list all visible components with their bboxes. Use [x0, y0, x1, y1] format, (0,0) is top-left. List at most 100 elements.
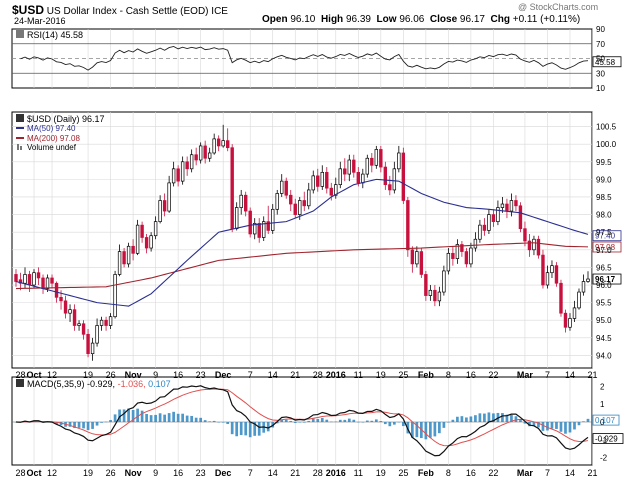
price-tick-label: 96.5	[596, 263, 612, 272]
candle-body	[45, 277, 50, 289]
candle-body	[388, 184, 392, 191]
x-label-macd: 23	[196, 468, 206, 478]
candle-body	[144, 237, 149, 249]
macd-histogram-bar	[307, 420, 311, 422]
macd-histogram-bar	[334, 421, 338, 423]
candle-body	[50, 277, 54, 284]
candle-body	[316, 175, 320, 187]
macd-histogram-bar	[577, 422, 581, 426]
candle-body	[433, 289, 437, 302]
candle-body	[298, 200, 302, 215]
macd-histogram-bar	[370, 420, 374, 422]
macd-histogram-bar	[338, 419, 342, 422]
macd-value-box	[592, 433, 624, 444]
candle-body	[225, 140, 230, 149]
macd-histogram-bar	[284, 419, 288, 422]
macd-histogram-bar	[154, 414, 157, 422]
candle-body	[95, 325, 99, 344]
x-label-price: 14	[268, 370, 278, 380]
macd-histogram-bar	[149, 415, 153, 422]
price-legend-main: $USD (Daily) 96.17	[27, 114, 105, 124]
candle-body	[554, 265, 559, 284]
macd-histogram-bar	[172, 411, 175, 422]
candle-body	[243, 194, 248, 212]
macd-histogram-bar	[483, 413, 486, 422]
x-label-macd: 7	[545, 468, 550, 478]
x-label-macd: 16	[173, 468, 183, 478]
macd-histogram-bar	[113, 414, 117, 422]
x-label-price: 7	[545, 370, 550, 380]
macd-histogram-bar	[136, 408, 139, 422]
macd-histogram-bar	[190, 415, 194, 422]
macd-histogram-bar	[253, 422, 257, 436]
x-label-macd: Nov	[125, 468, 142, 478]
x-label-macd: 16	[466, 468, 476, 478]
macd-histogram-bar	[320, 417, 324, 422]
candle-body	[559, 282, 563, 314]
rsi-tick-label: 70	[596, 40, 605, 49]
x-label-macd: 19	[83, 468, 93, 478]
macd-histogram-bar	[257, 422, 261, 436]
candle-body	[158, 200, 162, 222]
macd-histogram-bar	[501, 413, 504, 422]
candle-body	[253, 223, 257, 235]
candle-body	[113, 274, 117, 318]
macd-axis: 2 1 0 -1 -2	[600, 382, 608, 462]
macd-histogram-bar	[415, 422, 419, 438]
candle-body	[14, 274, 18, 282]
macd-histogram-bar	[217, 422, 221, 423]
macd-histogram-bar	[302, 422, 306, 423]
close-value: 96.17	[459, 14, 485, 25]
candle-body	[104, 319, 108, 326]
macd-histogram-bar	[374, 419, 378, 422]
candle-body	[577, 291, 581, 309]
candle-body	[63, 300, 68, 314]
rsi-tick-label: 90	[596, 25, 605, 34]
rsi-legend: RSI(14) 45.58	[16, 30, 83, 40]
candle-body	[54, 282, 59, 298]
candle-body	[487, 214, 491, 231]
macd-histogram-bar	[361, 422, 365, 423]
candle-body	[410, 249, 415, 265]
candle-body	[329, 187, 333, 196]
macd-histogram-bar	[550, 422, 554, 429]
chg-value: +0.11 (+0.11%)	[512, 14, 581, 25]
candle-body	[284, 180, 288, 196]
rsi-legend-text: RSI(14) 45.58	[27, 30, 83, 40]
rsi-layer: 45.58	[12, 43, 622, 74]
last-price-label: 96.17	[595, 275, 616, 284]
x-label-price: Dec	[215, 370, 232, 380]
x-axis-macd: 28 Oct 12 19 26 Nov 9 16 23 Dec 7 14 21 28 2016 11 19 25 F…	[15, 468, 597, 478]
candle-body	[491, 214, 496, 222]
macd-legend: MACD(5,35,9) -0.929, -1.036, 0.107	[16, 379, 171, 389]
macd-histogram-bar	[77, 422, 81, 428]
x-label-price: 7	[248, 370, 253, 380]
candle-body	[311, 175, 315, 191]
macd-histogram-bar	[316, 419, 320, 422]
candle-body	[90, 342, 95, 355]
macd-histogram-bar	[55, 422, 58, 425]
x-label-price: 8	[446, 370, 451, 380]
candle-body	[392, 168, 397, 191]
rsi-line	[20, 45, 589, 71]
chart-date: 24-Mar-2016	[14, 16, 66, 26]
price-tick-label: 100.0	[596, 140, 617, 149]
candle-body	[563, 312, 568, 328]
candle-body	[478, 224, 482, 240]
candle-body	[262, 221, 266, 238]
macd-histogram-bar	[546, 422, 549, 431]
macd-histogram-bar	[460, 416, 464, 422]
macd-histogram-bar	[559, 422, 563, 432]
high-value: 96.39	[345, 14, 371, 25]
macd-histogram-bar	[293, 422, 297, 423]
macd-histogram-bar	[82, 422, 85, 429]
macd-legend-value: -0.929,	[87, 379, 115, 389]
candle-body	[473, 238, 478, 249]
macd-legend-signal: -1.036,	[118, 379, 146, 389]
macd-histogram-bar	[280, 419, 284, 422]
candle-body	[68, 309, 72, 314]
macd-histogram-bar	[433, 422, 437, 437]
x-label-price: 22	[488, 370, 498, 380]
macd-histogram-bar	[73, 422, 76, 429]
candle-body	[212, 138, 216, 154]
